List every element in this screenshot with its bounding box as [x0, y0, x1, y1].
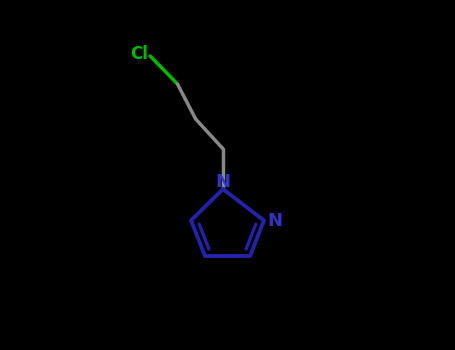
- Text: N: N: [268, 211, 283, 230]
- Text: N: N: [216, 173, 230, 191]
- Text: Cl: Cl: [130, 45, 148, 63]
